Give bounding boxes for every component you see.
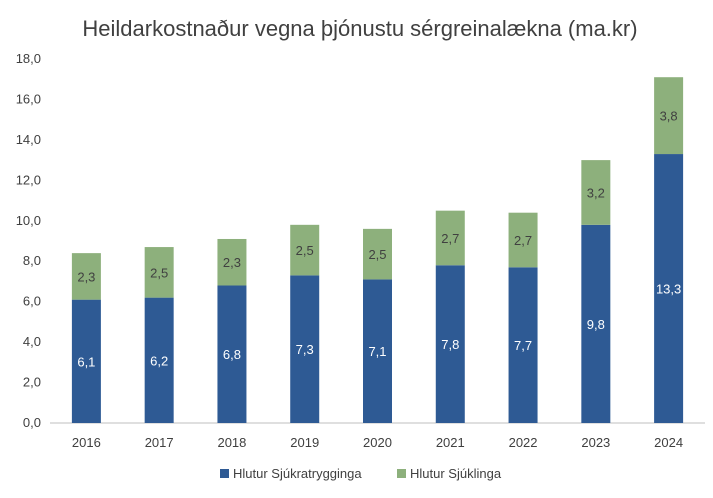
data-label: 7,7 (514, 338, 532, 353)
data-label: 13,3 (656, 282, 681, 297)
bars: 6,1 2,3 6,2 2,5 6,8 2,3 7,3 2,5 7,1 2,5 7,8 2,7 7,7 2… (71, 77, 684, 424)
y-tick-label: 10,0 (16, 213, 41, 228)
x-category-label: 2020 (363, 435, 392, 450)
data-label: 6,8 (223, 347, 241, 362)
x-category-label: 2016 (72, 435, 101, 450)
data-label: 2,3 (223, 255, 241, 270)
data-label: 7,1 (368, 344, 386, 359)
bar-segment-sjuklinga (290, 224, 320, 276)
x-category-label: 2023 (581, 435, 610, 450)
data-label: 2,5 (296, 243, 314, 258)
bar-segment-sjuklinga (581, 160, 611, 225)
bar-segment-sjuklinga (144, 247, 174, 298)
data-label: 9,8 (587, 317, 605, 332)
data-label: 3,2 (587, 185, 605, 200)
bar-segment-sjukratrygginga (654, 154, 684, 424)
bar-segment-sjuklinga (435, 210, 465, 266)
data-label: 2,3 (77, 269, 95, 284)
bar-segment-sjukratrygginga (435, 265, 465, 423)
x-category-label: 2024 (654, 435, 683, 450)
x-category-label: 2017 (145, 435, 174, 450)
data-label: 2,7 (514, 233, 532, 248)
bar-segment-sjuklinga (654, 77, 684, 155)
bar-segment-sjuklinga (508, 212, 538, 268)
bar-segment-sjukratrygginga (217, 285, 247, 423)
legend-label-sjukratrygginga: Hlutur Sjúkratrygginga (233, 466, 362, 481)
x-category-label: 2022 (509, 435, 538, 450)
data-label: 3,8 (660, 109, 678, 124)
chart-title: Heildarkostnaður vegna þjónustu sérgrein… (82, 16, 637, 41)
y-tick-label: 0,0 (23, 415, 41, 430)
bar-segment-sjukratrygginga (71, 299, 101, 423)
data-label: 6,2 (150, 353, 168, 368)
y-tick-label: 12,0 (16, 172, 41, 187)
bar-segment-sjukratrygginga (581, 224, 611, 423)
legend-swatch-sjuklinga (397, 469, 406, 478)
bar-segment-sjuklinga (71, 253, 101, 300)
x-category-label: 2021 (436, 435, 465, 450)
data-label: 2,5 (368, 247, 386, 262)
data-label: 2,5 (150, 265, 168, 280)
y-tick-label: 16,0 (16, 91, 41, 106)
y-tick-label: 8,0 (23, 253, 41, 268)
data-label: 6,1 (77, 354, 95, 369)
legend: Hlutur Sjúkratrygginga Hlutur Sjúklinga (220, 466, 502, 481)
bar-segment-sjukratrygginga (144, 297, 174, 423)
data-label: 7,3 (296, 342, 314, 357)
legend-swatch-sjukratrygginga (220, 469, 229, 478)
y-tick-label: 4,0 (23, 334, 41, 349)
data-label: 7,8 (441, 337, 459, 352)
x-category-label: 2019 (290, 435, 319, 450)
y-tick-label: 18,0 (16, 51, 41, 66)
bar-segment-sjuklinga (217, 238, 247, 286)
bar-segment-sjukratrygginga (363, 279, 392, 423)
bar-segment-sjuklinga (363, 228, 392, 280)
bar-segment-sjukratrygginga (290, 275, 320, 423)
y-tick-label: 2,0 (23, 375, 41, 390)
x-category-label: 2018 (217, 435, 246, 450)
y-tick-label: 14,0 (16, 132, 41, 147)
category-labels: 2016 2017 2018 2019 2020 2021 2022 2023 2024 (72, 435, 683, 450)
legend-label-sjuklinga: Hlutur Sjúklinga (410, 466, 502, 481)
y-axis-ticks: 0,0 2,0 4,0 6,0 8,0 10,0 12,0 14,0 16,0 18,0 (16, 51, 41, 430)
y-tick-label: 6,0 (23, 294, 41, 309)
bar-segment-sjukratrygginga (508, 267, 538, 423)
data-label: 2,7 (441, 231, 459, 246)
